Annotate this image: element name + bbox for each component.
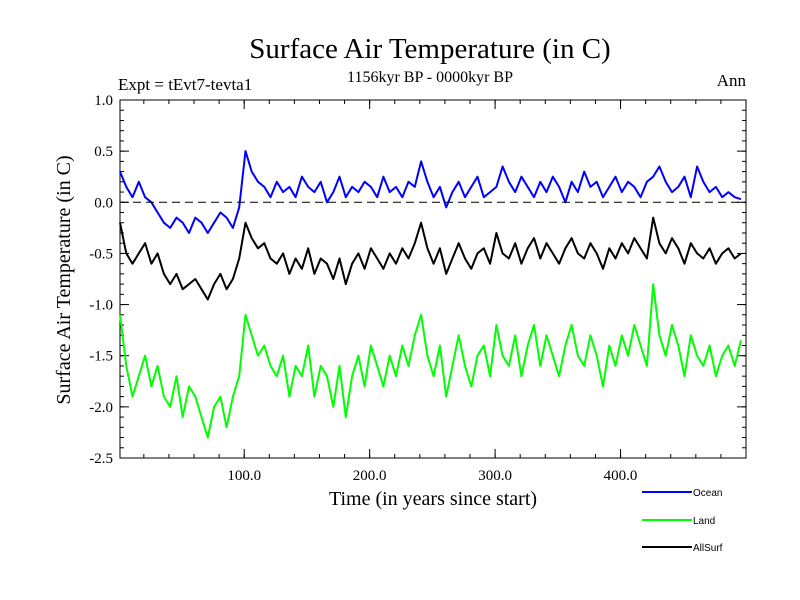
y-tick-label: -2.0	[89, 400, 113, 416]
minor-ticks	[120, 99, 746, 459]
y-tick-label: -0.5	[89, 246, 113, 262]
legend-label-allsurf: AllSurf	[693, 543, 723, 554]
chart-subtitle: 1156kyr BP - 0000kyr BP	[347, 69, 513, 86]
series-line-allsurf	[119, 216, 742, 301]
series-line-land	[119, 283, 742, 439]
legend: Ocean Land AllSurf	[642, 488, 723, 554]
series-line-ocean	[119, 150, 742, 234]
experiment-label: Expt = tEvt7-tevta1	[118, 75, 252, 94]
y-tick-label: -1.5	[89, 349, 113, 365]
plot-frame	[119, 99, 747, 459]
legend-label-ocean: Ocean	[693, 488, 722, 499]
y-axis-ticks: 1.0 0.5 0.0 -0.5 -1.0 -1.5 -2.0 -2.5	[89, 93, 746, 467]
x-tick-label: 400.0	[604, 468, 638, 484]
y-axis-label: Surface Air Temperature (in C)	[53, 155, 75, 404]
x-tick-label: 200.0	[353, 468, 387, 484]
x-tick-label: 100.0	[227, 468, 261, 484]
x-axis-label: Time (in years since start)	[329, 488, 537, 510]
x-axis-ticks: 100.0 200.0 300.0 400.0	[227, 100, 637, 484]
x-tick-label: 300.0	[478, 468, 512, 484]
y-tick-label: -2.5	[89, 451, 113, 467]
chart-title: Surface Air Temperature (in C)	[249, 33, 610, 65]
y-tick-label: 0.0	[94, 195, 113, 211]
legend-label-land: Land	[693, 516, 715, 527]
season-label: Ann	[717, 71, 747, 90]
y-tick-label: -1.0	[89, 298, 113, 314]
y-tick-label: 0.5	[94, 144, 113, 160]
series-lines	[119, 150, 742, 439]
y-tick-label: 1.0	[94, 93, 113, 109]
